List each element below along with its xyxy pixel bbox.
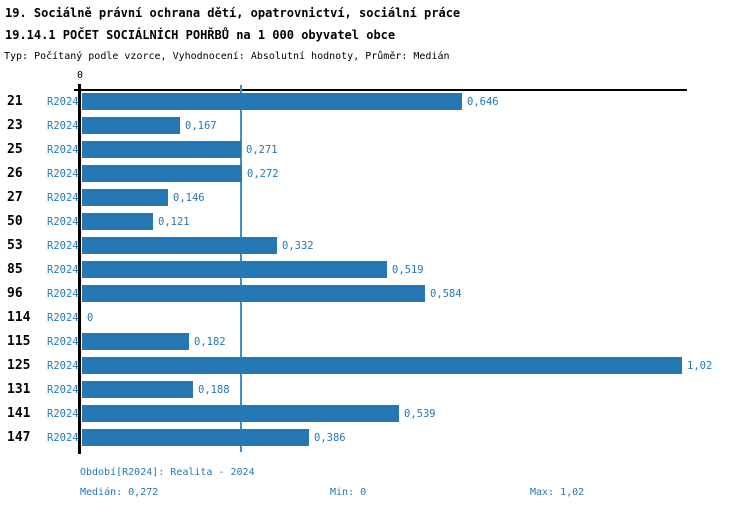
category-label: 25	[7, 142, 23, 157]
category-label: 53	[7, 238, 23, 253]
value-label: 0,584	[430, 288, 462, 300]
category-label: 147	[7, 430, 31, 445]
bar-row: 125 R2024 1,02	[0, 354, 750, 378]
bar[interactable]	[82, 213, 153, 230]
footer-max-stat: Max: 1,02	[530, 487, 585, 498]
bar-row: 114 R2024 0	[0, 306, 750, 330]
bar[interactable]	[82, 381, 193, 398]
x-axis-line	[74, 89, 687, 91]
bar-row: 23 R2024 0,167	[0, 114, 750, 138]
category-label: 23	[7, 118, 23, 133]
chart-title-line2: 19.14.1 POČET SOCIÁLNÍCH POHŘBŮ na 1 000…	[5, 28, 396, 42]
category-label: 27	[7, 190, 23, 205]
period-label: R2024	[47, 336, 79, 348]
value-label: 0,519	[392, 264, 424, 276]
category-label: 50	[7, 214, 23, 229]
bar-row: 147 R2024 0,386	[0, 426, 750, 450]
category-label: 96	[7, 286, 23, 301]
bar-row: 21 R2024 0,646	[0, 90, 750, 114]
value-label: 0,539	[404, 408, 436, 420]
period-label: R2024	[47, 120, 79, 132]
period-label: R2024	[47, 240, 79, 252]
category-label: 141	[7, 406, 31, 421]
value-label: 0,121	[158, 216, 190, 228]
period-label: R2024	[47, 432, 79, 444]
bar[interactable]	[82, 141, 241, 158]
chart-subtitle: Typ: Počítaný podle vzorce, Vyhodnocení:…	[4, 51, 450, 62]
footer-median-stat: Medián: 0,272	[80, 487, 159, 498]
footer-period-info: Období[R2024]: Realita - 2024	[80, 467, 255, 478]
period-label: R2024	[47, 288, 79, 300]
value-label: 0,332	[282, 240, 314, 252]
footer-min-stat: Min: 0	[330, 487, 367, 498]
bar[interactable]	[82, 237, 277, 254]
value-label: 0,386	[314, 432, 346, 444]
period-label: R2024	[47, 312, 79, 324]
bar[interactable]	[82, 405, 399, 422]
bar[interactable]	[82, 165, 242, 182]
bar-row: 115 R2024 0,182	[0, 330, 750, 354]
category-label: 21	[7, 94, 23, 109]
period-label: R2024	[47, 264, 79, 276]
period-label: R2024	[47, 144, 79, 156]
bar[interactable]	[82, 285, 425, 302]
value-label: 1,02	[687, 360, 713, 372]
bar-row: 50 R2024 0,121	[0, 210, 750, 234]
value-label: 0,182	[194, 336, 226, 348]
bar-row: 25 R2024 0,271	[0, 138, 750, 162]
category-label: 125	[7, 358, 31, 373]
category-label: 26	[7, 166, 23, 181]
bar-row: 96 R2024 0,584	[0, 282, 750, 306]
category-label: 114	[7, 310, 31, 325]
bar[interactable]	[82, 189, 168, 206]
value-label: 0,146	[173, 192, 205, 204]
bar[interactable]	[82, 261, 387, 278]
category-label: 131	[7, 382, 31, 397]
period-label: R2024	[47, 384, 79, 396]
bar-row: 131 R2024 0,188	[0, 378, 750, 402]
bar-row: 53 R2024 0,332	[0, 234, 750, 258]
bar[interactable]	[82, 117, 180, 134]
bar-row: 26 R2024 0,272	[0, 162, 750, 186]
bar[interactable]	[82, 357, 682, 374]
value-label: 0	[87, 312, 94, 324]
period-label: R2024	[47, 408, 79, 420]
bar-row: 141 R2024 0,539	[0, 402, 750, 426]
period-label: R2024	[47, 360, 79, 372]
bar[interactable]	[82, 333, 189, 350]
period-label: R2024	[47, 168, 79, 180]
y-axis-line	[78, 84, 81, 454]
period-label: R2024	[47, 216, 79, 228]
bar-row: 27 R2024 0,146	[0, 186, 750, 210]
value-label: 0,646	[467, 96, 499, 108]
category-label: 85	[7, 262, 23, 277]
period-label: R2024	[47, 96, 79, 108]
value-label: 0,188	[198, 384, 230, 396]
x-axis-zero-tick-label: 0	[76, 70, 84, 81]
value-label: 0,271	[246, 144, 278, 156]
chart-title-line1: 19. Sociálně právní ochrana dětí, opatro…	[5, 6, 461, 20]
bar-row: 85 R2024 0,519	[0, 258, 750, 282]
value-label: 0,272	[247, 168, 279, 180]
category-label: 115	[7, 334, 31, 349]
bar[interactable]	[82, 429, 309, 446]
value-label: 0,167	[185, 120, 217, 132]
bar-rows-container: 21 R2024 0,646 23 R2024 0,167 25 R2024 0…	[0, 90, 750, 450]
bar[interactable]	[82, 93, 462, 110]
period-label: R2024	[47, 192, 79, 204]
